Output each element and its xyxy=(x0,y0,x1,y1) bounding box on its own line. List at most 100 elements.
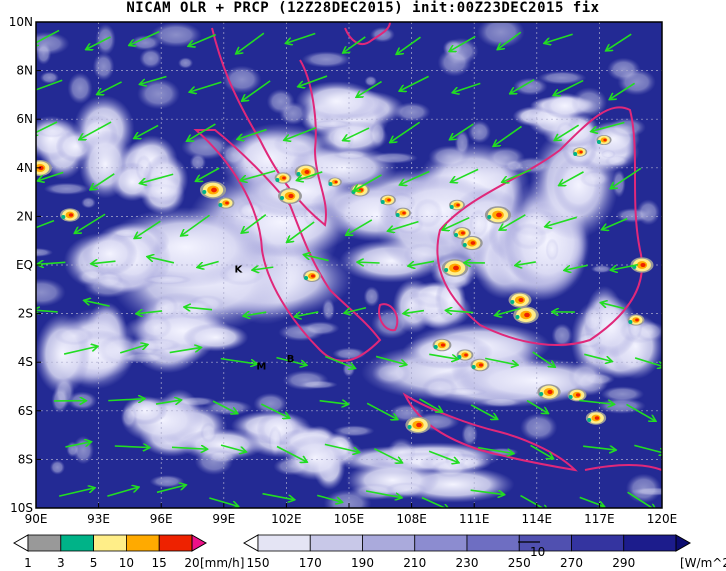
precip-weak xyxy=(568,395,573,399)
lat-label: 6N xyxy=(16,112,33,126)
precip-weak xyxy=(510,300,515,304)
wind-arrow xyxy=(36,121,58,135)
wind-arrow xyxy=(354,174,382,191)
wind-arrow xyxy=(253,267,274,270)
wind-arrow xyxy=(345,306,367,313)
precip-weak xyxy=(433,345,438,349)
wind-arrow xyxy=(155,400,181,404)
cloud-wisp xyxy=(237,201,264,220)
wind-arrow xyxy=(592,121,625,131)
cloud-wisp xyxy=(437,48,472,77)
wind-arrow xyxy=(409,260,435,266)
cloud-wisp xyxy=(369,120,387,148)
precip-weak xyxy=(296,172,301,176)
cloud-wisp xyxy=(137,78,181,110)
precip-weak xyxy=(471,365,476,369)
lon-label: 111E xyxy=(459,512,490,526)
cloud-wisp xyxy=(364,75,378,87)
wind-arrow xyxy=(119,345,147,354)
cloud-wisp xyxy=(300,321,340,336)
precip-weak xyxy=(304,276,309,280)
precip-intense xyxy=(456,203,460,207)
precip-intense xyxy=(478,363,484,367)
lon-label: 102E xyxy=(271,512,302,526)
olr-colorbar-cell xyxy=(309,534,363,552)
cloud-wisp xyxy=(43,182,90,195)
cloud-wisp xyxy=(636,199,661,226)
cloud-wisp xyxy=(385,482,427,498)
wind-vectors xyxy=(36,29,662,508)
lat-label: 6S xyxy=(18,404,33,418)
wind-arrow xyxy=(530,444,553,458)
cloud-wisp xyxy=(579,170,611,188)
wind-arrow xyxy=(511,79,535,94)
wind-arrow xyxy=(286,32,316,43)
precip-intense xyxy=(547,389,553,395)
wind-arrow xyxy=(610,82,636,99)
wind-arrow xyxy=(297,171,323,180)
borneo-coast xyxy=(436,106,643,346)
wind-arrow xyxy=(583,446,615,450)
wind-arrow xyxy=(185,307,213,310)
wind-arrow xyxy=(156,485,185,494)
precip-intense xyxy=(440,343,446,347)
precip-weak xyxy=(202,190,207,194)
cloud-wisp xyxy=(139,48,163,69)
precip-colorbar-end xyxy=(191,534,208,552)
wind-arrow xyxy=(238,128,267,140)
wind-arrow xyxy=(443,216,470,230)
olr-level-label: 290 xyxy=(612,556,635,570)
wind-arrow xyxy=(357,80,382,97)
wind-arrow xyxy=(299,75,328,86)
cloud-wisp xyxy=(600,386,645,402)
olr-level-label: 270 xyxy=(560,556,583,570)
cloud-wisp xyxy=(422,377,458,400)
cloud-wisp xyxy=(625,473,662,504)
wind-arrow xyxy=(295,311,319,317)
precip-colorbar-cell xyxy=(93,534,127,552)
precip-weak xyxy=(457,355,462,359)
wind-arrow xyxy=(220,444,245,452)
map-title: NICAM OLR + PRCP (12Z28DEC2015) init:00Z… xyxy=(126,0,600,16)
lat-lon-grid xyxy=(36,22,662,508)
precip-weak xyxy=(275,178,280,182)
wind-arrow xyxy=(244,312,267,316)
wind-arrow xyxy=(80,121,112,139)
cloud-patch xyxy=(553,155,604,216)
cloud-wisp xyxy=(203,399,253,416)
precip-weak xyxy=(218,203,223,207)
precip-intense xyxy=(211,187,217,193)
precip-level-label: 1 xyxy=(24,556,32,570)
cloud-wisp xyxy=(582,304,603,334)
precip-intense xyxy=(387,198,391,202)
lat-label: 10N xyxy=(9,15,33,29)
lon-label: 90E xyxy=(25,512,48,526)
wind-arrow xyxy=(36,219,55,229)
cloud-wisp xyxy=(370,26,395,43)
wind-arrow xyxy=(36,79,63,91)
wind-arrow xyxy=(611,167,642,188)
wind-arrow xyxy=(148,257,175,264)
wind-arrow xyxy=(196,167,220,181)
cloud-wisp xyxy=(371,308,412,339)
precip-weak xyxy=(596,140,601,144)
wind-arrow xyxy=(220,357,257,364)
cloud-wisp xyxy=(49,460,65,475)
wind-arrow xyxy=(261,403,289,418)
precip-weak xyxy=(61,215,66,219)
cloud-wisp xyxy=(568,361,602,392)
wind-arrow xyxy=(285,126,317,140)
wind-arrow xyxy=(324,355,354,369)
cloud-wisp xyxy=(134,338,181,352)
cloud-wisp xyxy=(92,52,115,81)
cloud-wisp xyxy=(604,155,629,168)
precip-intense xyxy=(496,212,502,218)
cloud-wisp xyxy=(329,124,355,153)
wind-arrow xyxy=(470,404,497,419)
wind-arrow xyxy=(182,214,211,235)
precip-weak xyxy=(395,213,400,217)
wind-arrow xyxy=(388,220,419,231)
wind-arrow xyxy=(450,35,476,51)
olr-colorbar-cell xyxy=(571,534,625,552)
precip-intense xyxy=(640,262,646,268)
